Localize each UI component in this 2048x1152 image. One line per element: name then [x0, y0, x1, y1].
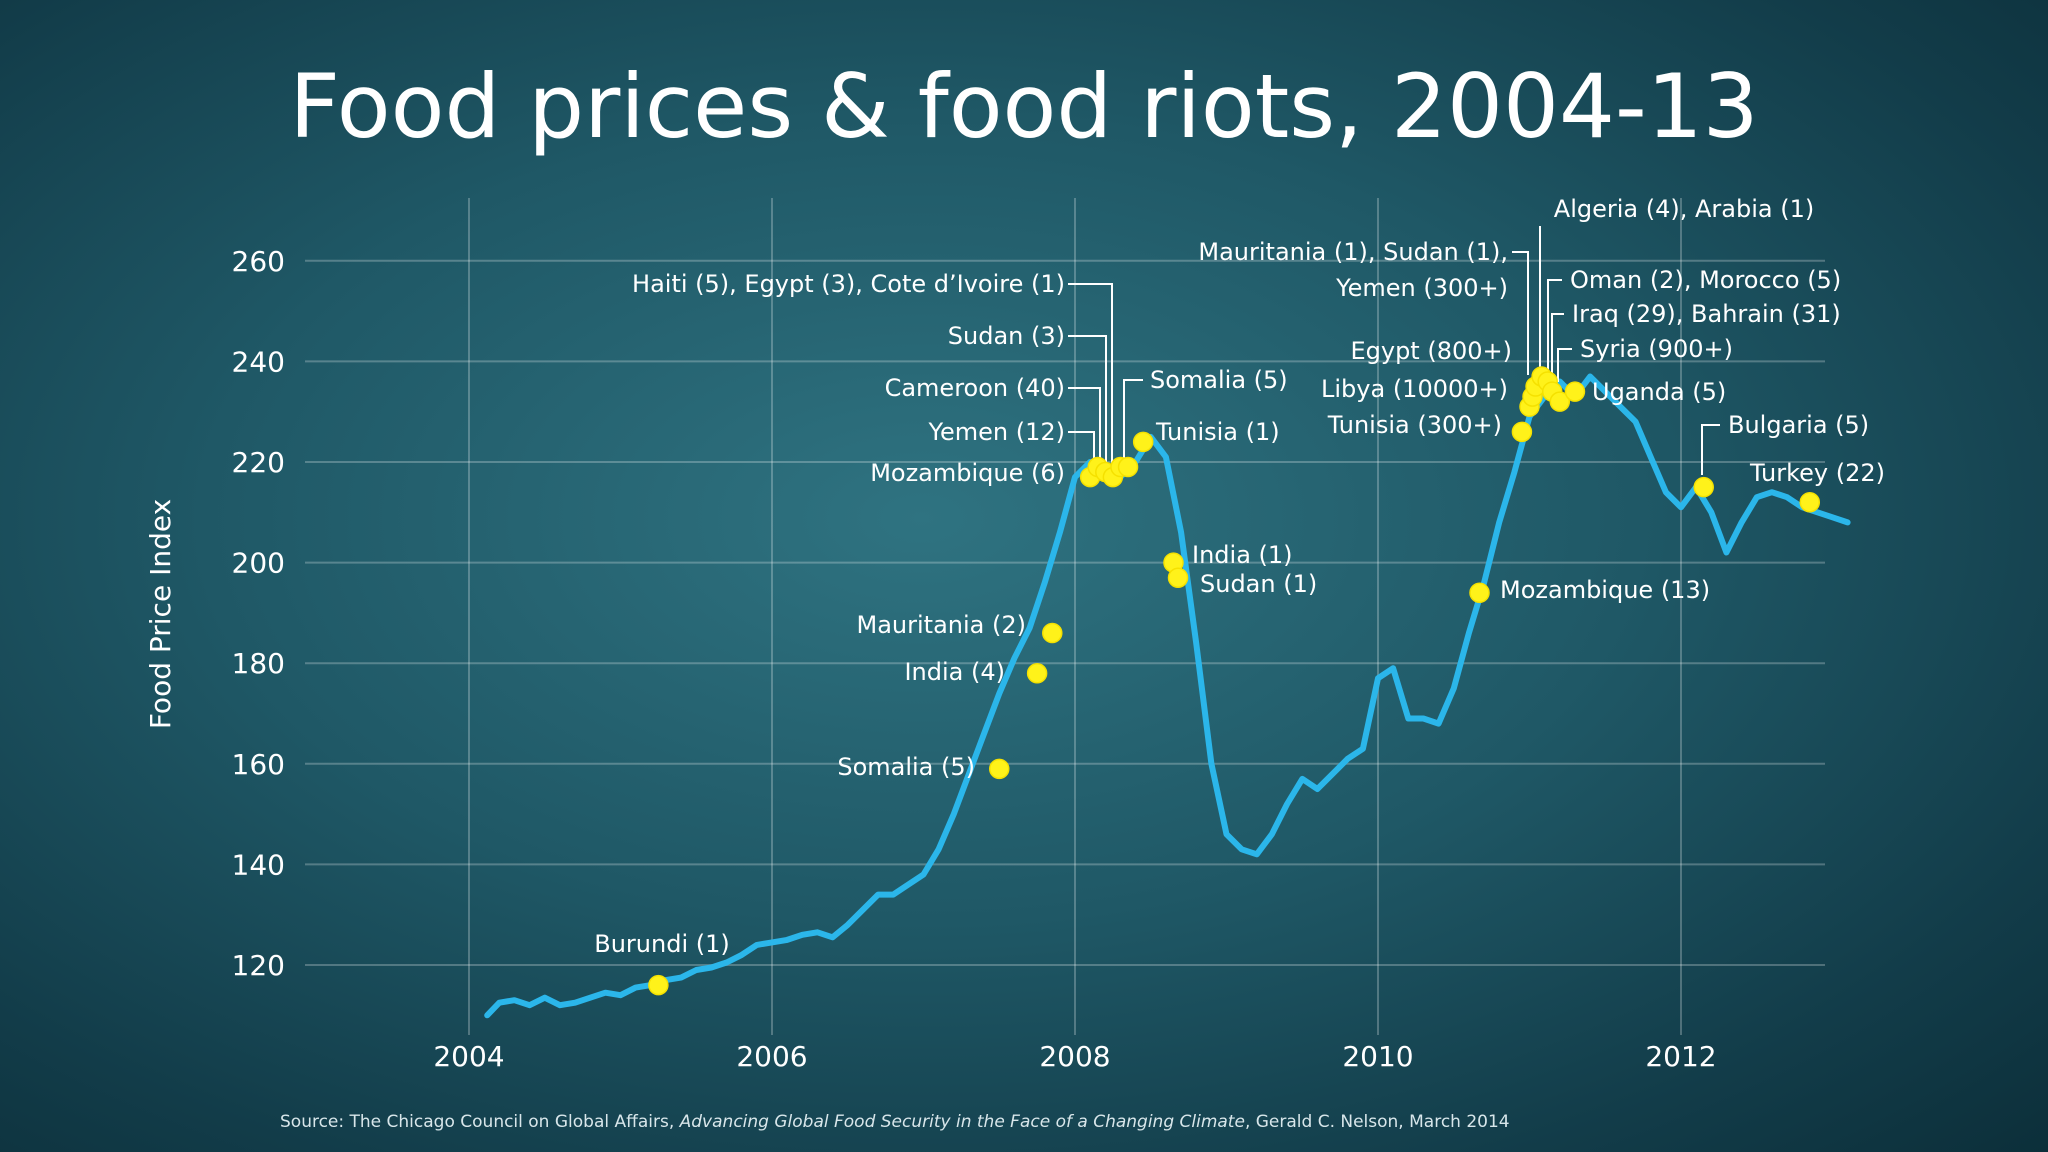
riot-marker — [1693, 476, 1714, 498]
riot-label: Bulgaria (5) — [1728, 411, 1869, 439]
leader-line — [1512, 251, 1529, 375]
riot-marker — [1549, 391, 1571, 412]
riot-label: Mozambique (13) — [1500, 576, 1710, 604]
y-axis-title: Food Price Index — [144, 499, 177, 729]
riot-marker — [989, 758, 1010, 780]
riot-markers — [648, 366, 1821, 996]
riot-label: Iraq (29), Bahrain (31) — [1572, 300, 1841, 328]
riot-label: Syria (900+) — [1580, 335, 1733, 363]
riot-marker — [1132, 431, 1154, 453]
leader-lines — [1068, 226, 1720, 475]
riot-label: Tunisia (300+) — [1327, 411, 1502, 439]
x-tick-label: 2010 — [1342, 1040, 1413, 1073]
riot-label: Haiti (5), Egypt (3), Cote d’Ivoire (1) — [632, 270, 1065, 298]
riot-label: Egypt (800+) — [1350, 337, 1512, 365]
x-tick-label: 2004 — [433, 1040, 504, 1073]
riot-label: Somalia (5) — [837, 753, 975, 781]
riot-label: Sudan (3) — [948, 322, 1065, 350]
y-tick-label: 120 — [232, 949, 285, 982]
riot-label: Libya (10000+) — [1321, 375, 1508, 403]
riot-label: Sudan (1) — [1200, 570, 1317, 598]
source-prefix: Source: The Chicago Council on Global Af… — [280, 1112, 680, 1132]
riot-label: Mauritania (1), Sudan (1), Yemen (300+) — [1198, 238, 1508, 302]
riot-label: Yemen (12) — [928, 418, 1066, 446]
leader-line — [1068, 335, 1107, 470]
axes: 120 140 160 180 200 220 240 260 2004 2006 2008 2010… — [144, 245, 1717, 1073]
price-line — [484, 373, 1851, 1019]
riot-marker — [1564, 381, 1586, 402]
riot-label: Tunisia (1) — [1155, 418, 1280, 446]
riot-marker — [1799, 491, 1821, 513]
riot-label: India (4) — [904, 658, 1005, 686]
leader-line — [1701, 424, 1720, 475]
leader-line — [1551, 313, 1564, 374]
riot-marker — [1117, 456, 1139, 478]
riot-label: Turkey (22) — [1749, 459, 1885, 487]
riot-label: Somalia (5) — [1150, 366, 1288, 394]
leader-line — [1068, 283, 1113, 470]
leader-line — [1123, 379, 1143, 460]
riot-label: Algeria (4), Arabia (1) — [1554, 195, 1814, 223]
y-tick-label: 220 — [232, 446, 285, 479]
y-tick-label: 160 — [232, 748, 285, 781]
x-tick-label: 2006 — [736, 1040, 807, 1073]
riot-marker — [1511, 421, 1533, 443]
y-tick-label: 260 — [232, 245, 285, 278]
x-tick-label: 2012 — [1645, 1040, 1716, 1073]
grid — [305, 198, 1825, 1035]
riot-label: Uganda (5) — [1592, 378, 1726, 406]
source-note: Source: The Chicago Council on Global Af… — [280, 1112, 1510, 1132]
riot-label: Mauritania (2) — [857, 611, 1027, 639]
y-tick-label: 140 — [232, 848, 285, 881]
x-tick-label: 2008 — [1039, 1040, 1110, 1073]
riot-label: Cameroon (40) — [885, 374, 1065, 402]
riot-marker — [1469, 582, 1490, 604]
leader-line — [1068, 387, 1101, 470]
riot-label: India (1) — [1192, 541, 1293, 569]
y-tick-label: 200 — [232, 547, 285, 580]
riot-marker — [1042, 622, 1063, 644]
y-tick-label: 180 — [232, 647, 285, 680]
source-suffix: , Gerald C. Nelson, March 2014 — [1244, 1112, 1510, 1132]
riot-label: Burundi (1) — [594, 930, 730, 958]
riot-labels: Burundi (1) Somalia (5) India (4) Mauritani… — [594, 195, 1885, 958]
leader-line — [1547, 279, 1562, 370]
riot-marker — [648, 974, 669, 996]
riot-label: Mozambique (6) — [870, 459, 1065, 487]
source-report-title: Advancing Global Food Security in the Fa… — [679, 1112, 1245, 1132]
leader-line — [1557, 348, 1572, 382]
y-tick-label: 240 — [232, 345, 285, 378]
chart-title: Food prices & food riots, 2004-13 — [289, 55, 1759, 158]
riot-marker — [1026, 663, 1048, 684]
price-series — [484, 373, 1851, 1019]
riot-marker — [1167, 567, 1189, 588]
leader-line — [1068, 431, 1095, 470]
riot-label: Oman (2), Morocco (5) — [1570, 266, 1841, 294]
